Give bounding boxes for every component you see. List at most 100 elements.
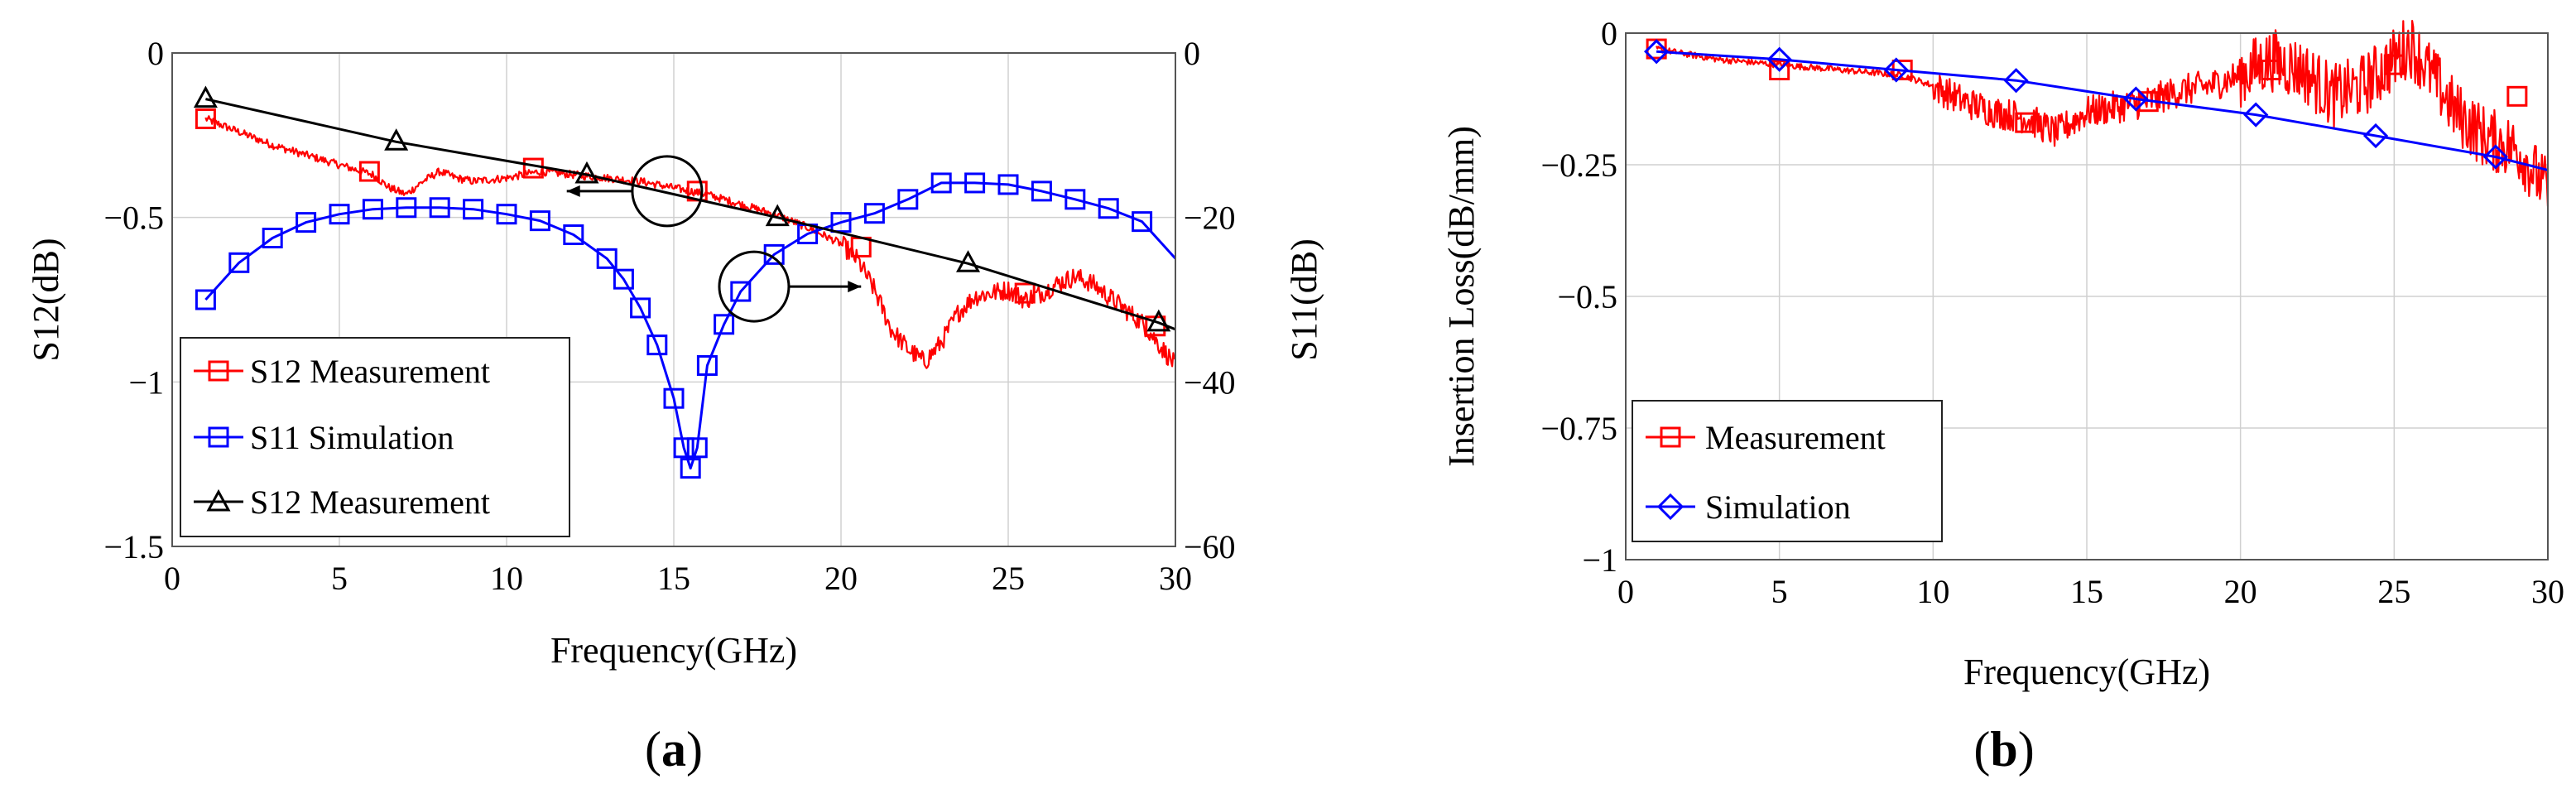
panel-a-label-letter: a bbox=[661, 722, 686, 777]
a-series-1-point-25 bbox=[830, 212, 852, 233]
b-series-0-point-1 bbox=[1769, 60, 1790, 81]
a-series-2-point-0 bbox=[193, 85, 218, 108]
a-series-1-point-31 bbox=[1031, 180, 1052, 202]
b-series-0-line bbox=[1656, 20, 2550, 207]
b-series-1-point-4 bbox=[2123, 86, 2149, 112]
a-series-2 bbox=[193, 85, 1176, 332]
panel-b-legend-label-1: Simulation bbox=[1705, 488, 1851, 526]
a-series-1-point-11 bbox=[563, 224, 584, 246]
b-series-1-point-5 bbox=[2243, 102, 2269, 127]
a-series-0-point-0 bbox=[195, 108, 216, 129]
a-series-1-point-33 bbox=[1098, 198, 1119, 219]
panel-a-legend-entry-1: S11 Simulation bbox=[194, 419, 454, 456]
panel-a-legend-label-0: S12 Measurement bbox=[250, 353, 490, 390]
panel-a-legend-entry-0: S12 Measurement bbox=[194, 353, 490, 390]
b-x-tick-label-6: 30 bbox=[2531, 573, 2564, 610]
b-series-1-point-3 bbox=[2003, 68, 2029, 94]
a-series-1-point-9 bbox=[496, 204, 517, 225]
a-x-tick-label-2: 10 bbox=[490, 560, 523, 597]
panel-a-y-axis-label: S12(dB) bbox=[26, 238, 66, 361]
a-series-1-point-10 bbox=[529, 210, 550, 232]
b-series-1-point-7 bbox=[2482, 144, 2508, 170]
panel-b-y-ticks: 0 −0.25 −0.5 −0.75 −1 bbox=[1540, 15, 1617, 579]
panel-a-y2-axis-label: S11(dB) bbox=[1284, 238, 1324, 361]
panel-a-legend-label-2: S12 Measurement bbox=[250, 484, 490, 521]
a-x-tick-label-4: 20 bbox=[824, 560, 858, 597]
a-x-tick-label-0: 0 bbox=[164, 560, 180, 597]
b-series-0-point-5 bbox=[2261, 60, 2282, 81]
a-series-1-point-22 bbox=[730, 281, 752, 302]
b-y-tick-label-4: −1 bbox=[1582, 541, 1617, 579]
panel-a-series bbox=[193, 85, 1177, 479]
a-y2-tick-label-3: −60 bbox=[1184, 528, 1236, 565]
b-series-1-line bbox=[1656, 50, 2549, 171]
panel-a-legend-entry-2: S12 Measurement bbox=[194, 484, 490, 521]
panel-b-plot-frame bbox=[1625, 32, 2549, 560]
panel-b-x-ticks: 0 5 10 15 20 25 30 bbox=[1617, 573, 2564, 610]
a-series-1-point-1 bbox=[228, 252, 250, 273]
a-x-tick-label-5: 25 bbox=[992, 560, 1025, 597]
a-series-1-point-16 bbox=[663, 387, 685, 409]
panel-b-chart: 0 5 10 15 20 25 30 0 −0.25 −0.5 −0.75 −1 Frequency… bbox=[1441, 15, 2564, 777]
a-series-1-point-0 bbox=[195, 289, 216, 310]
panel-b-label: (b) bbox=[1973, 722, 2034, 777]
b-x-tick-label-0: 0 bbox=[1617, 573, 1634, 610]
b-series-0-point-7 bbox=[2506, 85, 2528, 107]
a-series-1-point-14 bbox=[630, 297, 651, 319]
panel-b-legend-entry-0: Measurement bbox=[1646, 419, 1886, 456]
a-x-tick-label-1: 5 bbox=[331, 560, 348, 597]
a-y-tick-label-3: −1.5 bbox=[103, 528, 164, 565]
a-series-2-point-5 bbox=[1146, 309, 1171, 332]
a-series-2-line bbox=[205, 98, 1176, 331]
a-series-1-point-26 bbox=[863, 203, 885, 224]
a-series-1-point-12 bbox=[596, 248, 618, 269]
panel-a-legend: S12 Measurement S11 Simulation S12 Measu… bbox=[180, 337, 570, 537]
b-series-1-point-6 bbox=[2362, 123, 2389, 149]
panel-a-legend-label-1: S11 Simulation bbox=[250, 419, 454, 456]
b-x-tick-label-4: 20 bbox=[2224, 573, 2257, 610]
a-series-1-point-27 bbox=[897, 189, 919, 210]
a-y2-tick-label-2: −40 bbox=[1184, 363, 1236, 401]
a-series-2-point-4 bbox=[955, 250, 981, 272]
panel-b-legend: Measurement Simulation bbox=[1632, 400, 1943, 542]
b-series-1-point-1 bbox=[1766, 46, 1792, 72]
a-series-2-point-3 bbox=[765, 204, 790, 227]
panel-b-label-letter: b bbox=[1990, 722, 2017, 777]
a-y-tick-label-0: 0 bbox=[147, 35, 164, 72]
panel-b-legend-label-0: Measurement bbox=[1705, 419, 1886, 456]
b-series-0-point-3 bbox=[2015, 112, 2036, 133]
b-series-1-point-0 bbox=[1644, 39, 1670, 65]
b-series-0 bbox=[1646, 20, 2550, 207]
a-series-1-point-18 bbox=[680, 458, 701, 479]
a-y-tick-label-1: −0.5 bbox=[103, 200, 164, 237]
a-series-1-point-5 bbox=[362, 199, 383, 220]
a-series-2-point-2 bbox=[574, 161, 599, 184]
b-x-tick-label-3: 15 bbox=[2070, 573, 2103, 610]
a-series-1 bbox=[195, 172, 1177, 479]
a-x-tick-label-6: 30 bbox=[1159, 560, 1192, 597]
a-series-1-point-21 bbox=[714, 314, 735, 335]
a-series-1-point-13 bbox=[613, 268, 634, 290]
a-series-1-point-3 bbox=[296, 212, 317, 233]
a-x-tick-label-3: 15 bbox=[657, 560, 690, 597]
panel-b-x-axis-label: Frequency(GHz) bbox=[1963, 652, 2210, 692]
b-y-tick-label-2: −0.5 bbox=[1557, 278, 1617, 315]
b-y-tick-label-3: −0.75 bbox=[1540, 410, 1617, 447]
a-annotation-arrowhead-0 bbox=[566, 185, 580, 197]
a-series-1-point-19 bbox=[686, 437, 708, 459]
a-series-1-point-2 bbox=[262, 228, 283, 248]
a-series-1-point-29 bbox=[964, 172, 986, 194]
panel-a-annotations bbox=[566, 155, 862, 323]
a-series-1-point-4 bbox=[329, 204, 350, 225]
a-series-1-point-34 bbox=[1132, 211, 1153, 233]
a-series-1-point-8 bbox=[463, 199, 484, 220]
b-series-0-point-6 bbox=[2383, 54, 2405, 75]
a-series-2-point-1 bbox=[384, 128, 409, 151]
a-series-1-point-15 bbox=[646, 334, 668, 356]
a-annotation-arrowhead-1 bbox=[848, 281, 862, 293]
b-x-tick-label-5: 25 bbox=[2377, 573, 2410, 610]
panel-a-y2-ticks: 0 −20 −40 −60 bbox=[1184, 35, 1236, 565]
b-x-tick-label-2: 10 bbox=[1916, 573, 1949, 610]
a-y-tick-label-2: −1 bbox=[128, 363, 164, 401]
